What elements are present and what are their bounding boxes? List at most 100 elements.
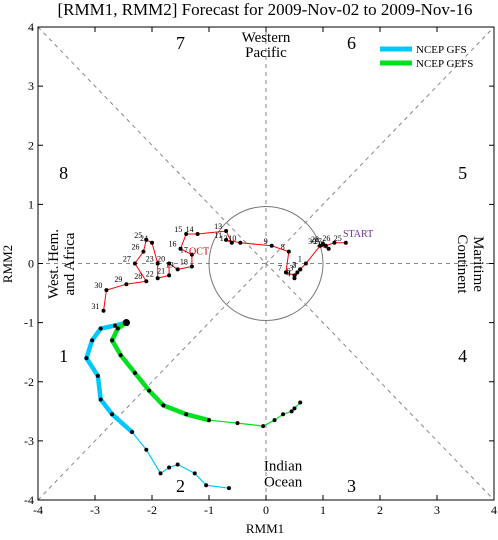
region-label-top: Pacific — [245, 45, 287, 61]
forecast-point-1 — [98, 326, 103, 331]
observed-day-label: 21 — [157, 266, 165, 275]
legend-label: NCEP GFS — [416, 44, 467, 56]
observed-day-label: 30 — [94, 281, 102, 290]
observed-point — [178, 246, 183, 251]
observed-point — [229, 240, 234, 245]
observed-day-label: 25 — [334, 234, 342, 243]
forecast-point-2 — [298, 400, 303, 405]
observed-point — [283, 270, 288, 275]
amplitude-unit-circle — [208, 206, 324, 321]
forecast-segment-1 — [98, 397, 115, 417]
observed-day-label: 26 — [131, 243, 139, 252]
observed-point — [189, 264, 194, 269]
observed-point — [298, 267, 303, 272]
observed-day-label: 7 — [278, 263, 282, 272]
forecast-segment-1 — [89, 326, 103, 343]
forecast-point-1 — [95, 373, 100, 378]
observed-point — [238, 240, 243, 245]
x-axis-label: RMM1 — [246, 521, 284, 536]
forecast-point-1 — [90, 338, 95, 343]
y-tick-label: -2 — [24, 375, 34, 389]
observed-day-label: 9 — [264, 237, 268, 246]
observed-point — [101, 308, 106, 313]
x-tick-label: 4 — [491, 503, 497, 517]
observed-day-label: 13 — [214, 222, 222, 231]
x-tick-label: -1 — [204, 503, 214, 517]
forecast-point-2 — [289, 409, 294, 414]
forecast-point-2 — [110, 338, 115, 343]
region-label-bottom: Ocean — [264, 474, 303, 490]
observed-point — [286, 249, 291, 254]
observed-point — [224, 237, 229, 242]
forecast-segment-2 — [236, 422, 264, 427]
forecast-point-1 — [130, 430, 135, 435]
observed-day-label: 23 — [146, 255, 154, 264]
phase-number-5: 5 — [458, 163, 467, 183]
observed-day-label: 5 — [292, 260, 296, 269]
observed-day-label: 25 — [134, 231, 142, 240]
x-tick-label: 1 — [320, 503, 326, 517]
phase-divider-lines — [37, 26, 495, 501]
observed-point — [150, 240, 154, 245]
observed-day-label: 16 — [169, 240, 177, 249]
start-label: START — [343, 229, 373, 240]
forecast-segment-2 — [262, 419, 276, 427]
observed-day-label: 30 — [308, 237, 316, 246]
observed-point — [195, 231, 200, 236]
x-tick-label: -4 — [33, 503, 43, 517]
x-tick-label: -3 — [90, 503, 100, 517]
x-tick-label: 0 — [263, 503, 269, 517]
forecast-point-1 — [226, 486, 231, 491]
observed-day-label: 26 — [322, 234, 330, 243]
forecast-segment-1 — [145, 449, 162, 474]
observed-day-label: 28 — [311, 235, 319, 244]
forecast-point-1 — [204, 483, 209, 488]
forecast-segment-1 — [205, 484, 230, 489]
x-tick-label: -2 — [147, 503, 157, 517]
observed-day-label: 8 — [281, 243, 285, 252]
forecast-point-2 — [261, 424, 266, 429]
observed-point — [167, 261, 172, 266]
observed-day-label: 14 — [186, 225, 194, 234]
observed-day-label: 29 — [114, 275, 122, 284]
forecast-point-1 — [192, 471, 197, 476]
observed-day-label: 31 — [92, 302, 100, 311]
forecast-point-1 — [84, 356, 89, 361]
observed-point — [144, 237, 149, 242]
y-tick-label: -3 — [24, 434, 34, 448]
region-label-left: West. Hem. — [46, 229, 62, 299]
forecast-segment-1 — [98, 323, 118, 331]
region-label-left: and Africa — [62, 232, 78, 295]
forecast-segment-2 — [109, 338, 123, 358]
observed-point — [292, 276, 297, 281]
forecast-segment-1 — [84, 338, 95, 361]
forecast-point-1 — [167, 465, 172, 470]
observed-point — [292, 273, 297, 278]
forecast-point-1 — [98, 397, 103, 402]
forecast-trajectories — [84, 319, 303, 491]
observed-day-label: 11 — [214, 231, 222, 240]
observed-point — [155, 276, 160, 281]
observed-trajectory: 2526272829301234567891011121314151617181… — [92, 222, 373, 313]
forecast-point-2 — [132, 370, 137, 375]
observed-point — [104, 288, 109, 293]
phase-number-7: 7 — [176, 33, 185, 53]
observed-point — [155, 261, 160, 266]
y-tick-label: 3 — [28, 79, 34, 93]
forecast-point-2 — [115, 326, 120, 331]
observed-point — [303, 261, 308, 266]
x-tick-label: 2 — [377, 503, 383, 517]
observed-day-label: 3 — [289, 263, 293, 272]
forecast-segment-2 — [208, 419, 239, 424]
phase-number-6: 6 — [347, 33, 356, 53]
forecast-point-1 — [144, 447, 149, 452]
forecast-point-2 — [147, 388, 152, 393]
observed-point — [224, 228, 229, 233]
forecast-segment-1 — [131, 431, 147, 451]
region-label-right: Continent — [454, 234, 470, 294]
observed-day-label: 27 — [314, 237, 322, 246]
chart-legend: NCEP GFS NCEP GEFS — [380, 44, 473, 70]
forecast-segment-2 — [161, 403, 189, 417]
observed-point — [326, 246, 331, 251]
